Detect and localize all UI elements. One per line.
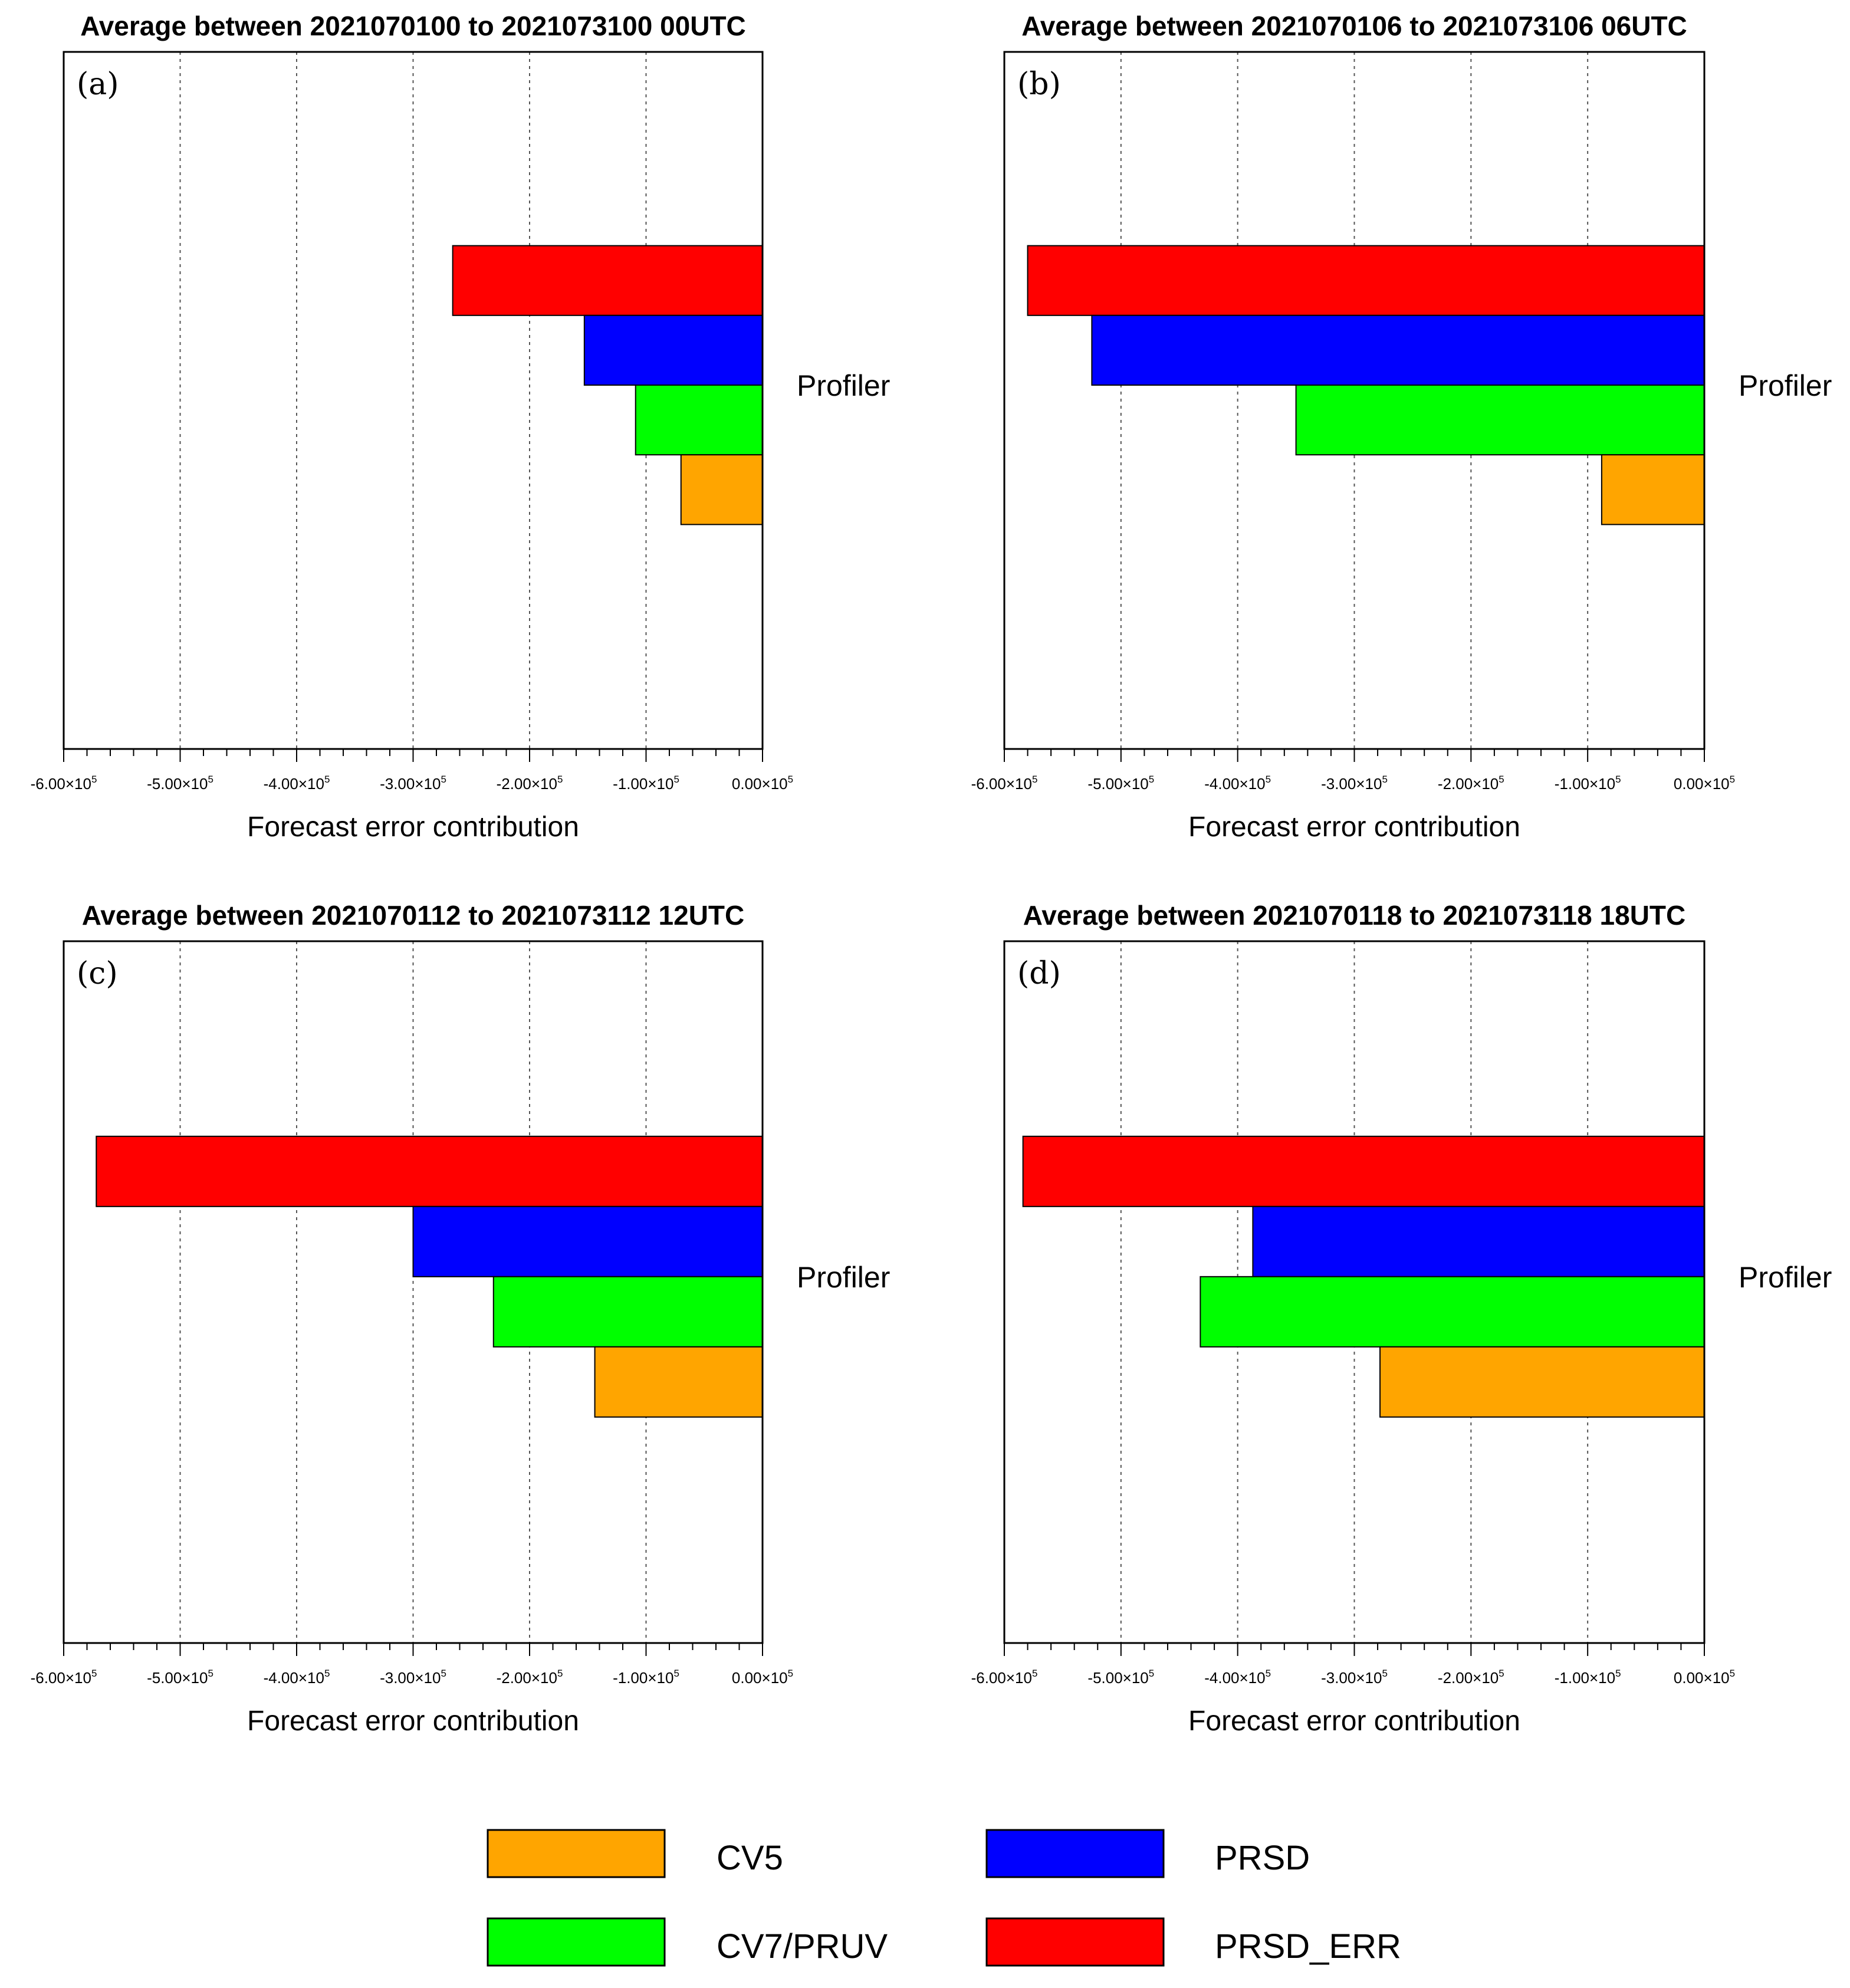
chart-title: Average between 2021070118 to 2021073118…	[1023, 900, 1686, 931]
bar-prsd-err	[452, 245, 763, 316]
panel-1: Average between 2021070100 to 2021073100…	[31, 11, 891, 843]
x-axis-label: Forecast error contribution	[1188, 811, 1520, 843]
legend: CV5 PRSD CV7/PRUV PRSD_ERR	[487, 1829, 1401, 1967]
tick-label: 0.00×105	[732, 774, 793, 793]
bar-prsd	[583, 314, 763, 386]
bar-prsd	[1091, 314, 1705, 386]
tick-label: -5.00×105	[1087, 1668, 1154, 1687]
category-label: Profiler	[797, 1261, 890, 1294]
bar-cv5	[1379, 1346, 1706, 1418]
chart-title: Average between 2021070100 to 2021073100…	[80, 11, 746, 41]
bar-prsd-err	[1022, 1135, 1705, 1207]
tick-label: -1.00×105	[1555, 1668, 1621, 1687]
tick-label: -2.00×105	[497, 774, 563, 793]
tick-label: -2.00×105	[1438, 1668, 1504, 1687]
tick-label: -6.00×105	[31, 774, 97, 793]
tick-label: -3.00×105	[1321, 1668, 1388, 1687]
tick-label: -1.00×105	[613, 1668, 679, 1687]
bar-prsd	[1252, 1205, 1705, 1277]
tick-label: -6.00×105	[971, 1668, 1038, 1687]
legend-label: PRSD_ERR	[1215, 1927, 1401, 1966]
tick-label: -4.00×105	[264, 774, 330, 793]
bar-prsd-err	[1027, 245, 1705, 316]
panels: Average between 2021070100 to 2021073100…	[31, 11, 1832, 1737]
tick-label: 0.00×105	[732, 1668, 793, 1687]
bar-cv5	[680, 454, 763, 525]
legend-label: CV5	[717, 1839, 783, 1877]
tick-label: -3.00×105	[1321, 774, 1388, 793]
tick-label: -2.00×105	[1438, 774, 1504, 793]
legend-item-prsd-err: PRSD_ERR	[985, 1917, 1401, 1967]
tick-label: 0.00×105	[1674, 774, 1735, 793]
panel-4: Average between 2021070118 to 2021073118…	[971, 900, 1832, 1737]
category-label: Profiler	[1739, 1261, 1832, 1294]
panel-label: (c)	[77, 956, 118, 991]
panel-2: Average between 2021070106 to 2021073106…	[971, 11, 1832, 843]
x-axis-label: Forecast error contribution	[247, 1706, 579, 1737]
tick-label: -5.00×105	[1087, 774, 1154, 793]
tick-label: -4.00×105	[1204, 774, 1271, 793]
category-label: Profiler	[1739, 369, 1832, 402]
tick-label: -1.00×105	[1555, 774, 1621, 793]
legend-swatch	[487, 1917, 666, 1967]
panel-3: Average between 2021070112 to 2021073112…	[31, 900, 891, 1737]
tick-label: -3.00×105	[380, 1668, 446, 1687]
tick-label: -1.00×105	[613, 774, 679, 793]
legend-item-cv7-pruv: CV7/PRUV	[487, 1917, 888, 1967]
panel-label: (d)	[1017, 956, 1061, 991]
legend-swatch	[487, 1829, 666, 1878]
x-axis-label: Forecast error contribution	[1188, 1706, 1520, 1737]
legend-swatch	[985, 1829, 1165, 1878]
tick-label: -5.00×105	[147, 774, 213, 793]
tick-label: -4.00×105	[264, 1668, 330, 1687]
tick-label: -4.00×105	[1204, 1668, 1271, 1687]
category-label: Profiler	[797, 369, 890, 402]
tick-label: -2.00×105	[497, 1668, 563, 1687]
tick-label: -6.00×105	[31, 1668, 97, 1687]
bar-cv7-pruv	[492, 1276, 764, 1348]
panel-label: (b)	[1017, 67, 1061, 102]
chart-title: Average between 2021070106 to 2021073106…	[1021, 11, 1687, 41]
bar-cv7-pruv	[1295, 384, 1705, 456]
panel-label: (a)	[77, 67, 119, 102]
tick-label: -5.00×105	[147, 1668, 213, 1687]
bar-prsd	[412, 1205, 763, 1277]
legend-item-prsd: PRSD	[985, 1829, 1310, 1878]
tick-label: 0.00×105	[1674, 1668, 1735, 1687]
legend-label: PRSD	[1215, 1839, 1310, 1877]
chart-title: Average between 2021070112 to 2021073112…	[82, 900, 745, 931]
legend-swatch	[985, 1917, 1165, 1967]
bar-cv7-pruv	[635, 384, 763, 456]
tick-label: -3.00×105	[380, 774, 446, 793]
bar-cv7-pruv	[1200, 1276, 1705, 1348]
legend-item-cv5: CV5	[487, 1829, 783, 1878]
bar-prsd-err	[96, 1135, 763, 1207]
tick-label: -6.00×105	[971, 774, 1038, 793]
legend-label: CV7/PRUV	[717, 1927, 888, 1966]
bar-cv5	[1601, 454, 1706, 525]
x-axis-label: Forecast error contribution	[247, 811, 579, 843]
bar-cv5	[594, 1346, 763, 1418]
